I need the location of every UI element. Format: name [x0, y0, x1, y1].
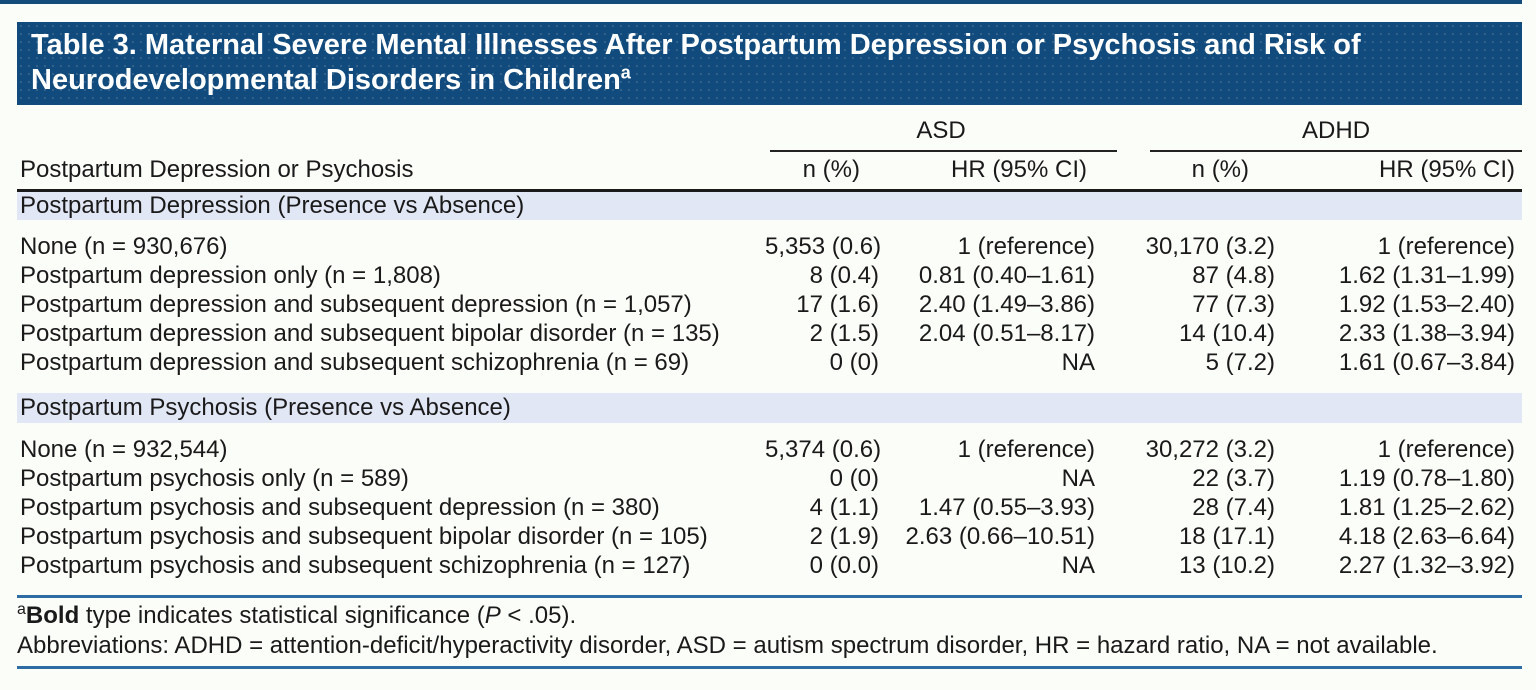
footnote-marker-a: a: [17, 601, 26, 618]
cell-asd-n: 2 (1.5): [809, 319, 879, 347]
spacer-row: [17, 423, 1522, 435]
footnotes: aBold type indicates statistical signifi…: [17, 601, 1522, 661]
asd-hr-column-header: HR (95% CI): [882, 152, 1118, 192]
section-header-row: Postpartum Psychosis (Presence vs Absenc…: [17, 393, 1523, 423]
cell-adhd-hr: 1.62 (1.31–1.99): [1338, 261, 1516, 289]
spacer-row: [17, 377, 1522, 393]
cell-adhd-n: 22 (3.7): [1192, 464, 1276, 492]
cell-adhd-n: 30,272 (3.2): [1145, 435, 1276, 463]
row-label: Postpartum depression and subsequent sch…: [20, 348, 690, 376]
results-table: ASD ADHD Postpartum Depression or Psycho…: [17, 110, 1523, 592]
footnote-text-2: < .05).: [500, 602, 577, 629]
cell-adhd-n: 14 (10.4): [1178, 319, 1276, 347]
cell-asd-hr: 2.04 (0.51–8.17): [918, 319, 1096, 347]
cell-adhd-hr: 2.27 (1.32–3.92): [1338, 551, 1516, 579]
footnote-bold-word: Bold: [25, 602, 80, 629]
cell-asd-hr: NA: [1061, 551, 1096, 579]
row-label: Postpartum depression and subsequent bip…: [20, 319, 720, 347]
table-bottom-rule: [17, 595, 1522, 598]
table-row: None (n = 930,676) 5,353 (0.6) 1 (referenc…: [17, 232, 1522, 261]
cell-adhd-hr: 1 (reference): [1377, 232, 1516, 260]
row-label: Postpartum depression and subsequent dep…: [20, 290, 692, 318]
cell-asd-n: 0 (0): [829, 348, 879, 376]
section-header-label: Postpartum Psychosis (Presence vs Absenc…: [17, 393, 1523, 423]
footnote-p-italic: P: [484, 602, 501, 629]
row-label: Postpartum psychosis and subsequent depr…: [20, 493, 660, 521]
table-title-line2: Neurodevelopmental Disorders in Children: [31, 64, 621, 96]
cell-asd-n: 8 (0.4): [809, 261, 879, 289]
cell-adhd-n: 18 (17.1): [1178, 522, 1276, 550]
table-row: Postpartum depression only (n = 1,808) 8 …: [17, 261, 1522, 290]
table-row: Postpartum psychosis and subsequent schi…: [17, 551, 1522, 580]
table-row: Postpartum psychosis and subsequent bipo…: [17, 522, 1522, 551]
row-label: Postpartum psychosis only (n = 589): [20, 464, 409, 492]
cell-asd-n: 0 (0): [829, 464, 879, 492]
cell-adhd-n: 77 (7.3): [1192, 290, 1276, 318]
cell-adhd-hr: 1.19 (0.78–1.80): [1338, 464, 1516, 492]
group-header-empty: [17, 110, 765, 152]
top-border-rule: [0, 0, 1522, 4]
cell-asd-n: 17 (1.6): [796, 290, 879, 318]
cell-adhd-n: 87 (4.8): [1192, 261, 1276, 289]
table-title-bar: Table 3. Maternal Severe Mental Illnesse…: [17, 22, 1522, 105]
table-row: None (n = 932,544) 5,374 (0.6) 1 (referenc…: [17, 435, 1522, 464]
row-label: None (n = 932,544): [20, 435, 228, 463]
section-header-label: Postpartum Depression (Presence vs Absen…: [17, 190, 1523, 220]
cell-asd-n: 5,353 (0.6): [765, 232, 882, 260]
row-label: Postpartum depression only (n = 1,808): [20, 261, 441, 289]
column-header-row: Postpartum Depression or Psychosis n (%)…: [17, 152, 1523, 192]
adhd-hr-column-header: HR (95% CI): [1277, 152, 1523, 192]
cell-adhd-n: 5 (7.2): [1205, 348, 1276, 376]
row-label: None (n = 930,676): [20, 232, 228, 260]
section-header-row: Postpartum Depression (Presence vs Absen…: [17, 190, 1523, 220]
stub-column-header: Postpartum Depression or Psychosis: [17, 152, 765, 192]
cell-asd-hr: 1 (reference): [957, 232, 1096, 260]
page-bottom-rule: [17, 666, 1522, 669]
cell-asd-hr: NA: [1061, 348, 1096, 376]
table-row: Postpartum psychosis only (n = 589) 0 (0)…: [17, 464, 1522, 493]
cell-adhd-hr: 4.18 (2.63–6.64): [1338, 522, 1516, 550]
cell-adhd-hr: 1.61 (0.67–3.84): [1338, 348, 1516, 376]
footnote-text-1: type indicates statistical significance …: [79, 602, 485, 629]
cell-adhd-hr: 1.92 (1.53–2.40): [1338, 290, 1516, 318]
group-label-adhd: ADHD: [1302, 117, 1371, 144]
cell-asd-hr: NA: [1061, 464, 1096, 492]
table-row: Postpartum psychosis and subsequent depr…: [17, 493, 1522, 522]
cell-asd-hr: 2.63 (0.66–10.51): [905, 522, 1096, 550]
cell-adhd-n: 13 (10.2): [1178, 551, 1276, 579]
group-header-adhd: ADHD: [1117, 110, 1523, 152]
table-row: Postpartum depression and subsequent bip…: [17, 319, 1522, 348]
row-label: Postpartum psychosis and subsequent bipo…: [20, 522, 708, 550]
table-title-footnote-marker: a: [620, 62, 631, 83]
asd-spanner-rule: [770, 150, 1118, 152]
column-group-row: ASD ADHD: [17, 110, 1523, 152]
cell-adhd-hr: 1 (reference): [1377, 435, 1516, 463]
adhd-n-column-header: n (%): [1117, 152, 1278, 192]
cell-asd-hr: 2.40 (1.49–3.86): [918, 290, 1096, 318]
table-row: Postpartum depression and subsequent dep…: [17, 290, 1522, 319]
spacer-row: [17, 220, 1522, 232]
cell-asd-hr: 1.47 (0.55–3.93): [918, 493, 1096, 521]
cell-adhd-hr: 1.81 (1.25–2.62): [1338, 493, 1516, 521]
cell-asd-n: 0 (0.0): [809, 551, 879, 579]
row-label: Postpartum psychosis and subsequent schi…: [20, 551, 691, 579]
asd-n-column-header: n (%): [765, 152, 882, 192]
group-header-asd: ASD: [765, 110, 1118, 152]
cell-asd-n: 5,374 (0.6): [765, 435, 882, 463]
cell-asd-hr: 1 (reference): [957, 435, 1096, 463]
spacer-row: [17, 580, 1522, 592]
cell-asd-n: 2 (1.9): [809, 522, 879, 550]
cell-adhd-hr: 2.33 (1.38–3.94): [1338, 319, 1516, 347]
table-title-line1: Table 3. Maternal Severe Mental Illnesse…: [31, 29, 1361, 61]
cell-adhd-n: 30,170 (3.2): [1145, 232, 1276, 260]
cell-adhd-n: 28 (7.4): [1192, 493, 1276, 521]
adhd-spanner-rule: [1150, 150, 1523, 152]
group-label-asd: ASD: [916, 117, 966, 144]
significance-footnote: aBold type indicates statistical signifi…: [17, 601, 1522, 631]
abbreviations-footnote: Abbreviations: ADHD = attention-deficit/…: [17, 632, 1438, 659]
table-row: Postpartum depression and subsequent sch…: [17, 348, 1522, 377]
cell-asd-n: 4 (1.1): [809, 493, 879, 521]
cell-asd-hr: 0.81 (0.40–1.61): [918, 261, 1096, 289]
